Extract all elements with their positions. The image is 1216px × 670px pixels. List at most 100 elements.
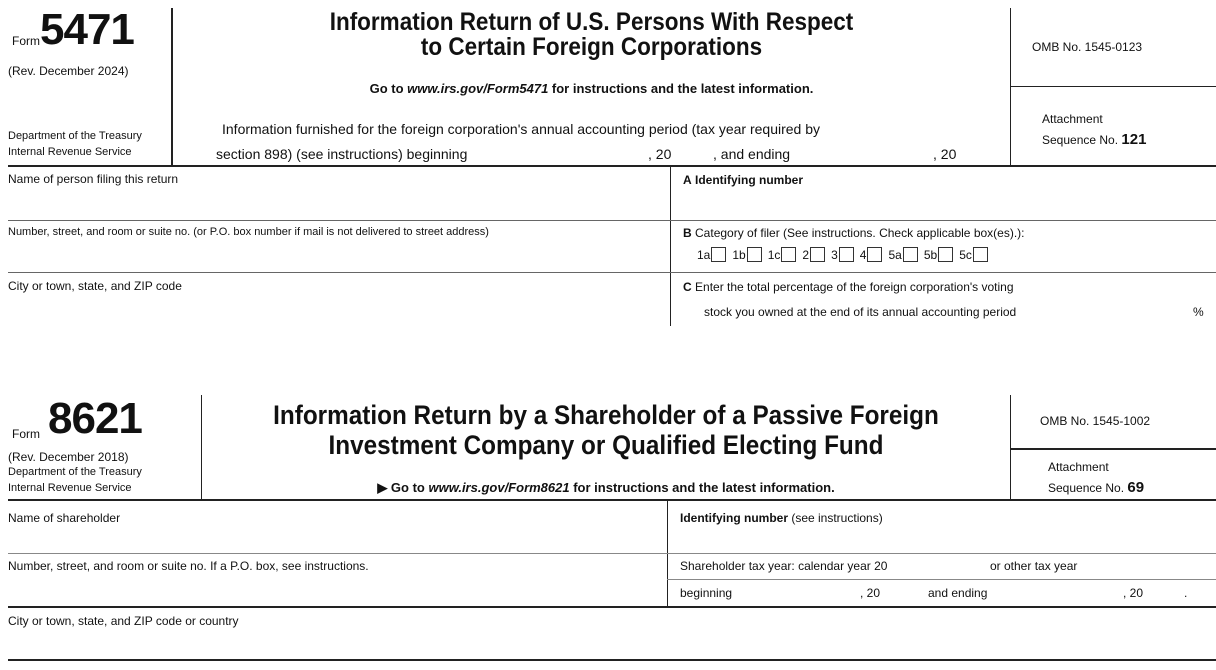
identifying-number-label: A Identifying number	[683, 173, 803, 187]
category-checkbox[interactable]	[902, 247, 918, 263]
category-4: 4	[860, 246, 889, 263]
divider	[8, 659, 1216, 661]
category-checkbox[interactable]	[810, 247, 826, 263]
address-input[interactable]	[8, 240, 663, 270]
category-label: 3	[831, 247, 838, 262]
identifying-number-text: Identifying number	[680, 511, 788, 525]
divider	[171, 8, 173, 166]
period-text-line1: Information furnished for the foreign co…	[222, 121, 821, 137]
percent-sign: %	[1193, 305, 1204, 319]
category-label: 5b	[923, 247, 938, 262]
attachment-label: Attachment	[1042, 112, 1103, 126]
sequence-value: 121	[1121, 131, 1147, 148]
category-5b: 5b	[924, 246, 959, 263]
category-text: Category of filer (See instructions. Che…	[695, 226, 1025, 240]
divider	[1010, 86, 1216, 87]
address-field-label: Number, street, and room or suite no. If…	[8, 559, 369, 573]
divider	[1010, 8, 1011, 166]
period-begin-year[interactable]: , 20	[648, 146, 672, 162]
category-label: 2	[802, 247, 810, 262]
category-checkboxes: 1a 1b 1c 2 3 4 5a 5b 5c	[697, 246, 994, 264]
irs-url-link[interactable]: www.irs.gov/Form5471	[407, 81, 549, 96]
arrow-right-icon: ▶	[377, 480, 388, 495]
category-checkbox[interactable]	[867, 247, 883, 263]
form-label: Form	[12, 34, 40, 48]
category-5c: 5c	[959, 246, 994, 263]
category-label: B Category of filer (See instructions. C…	[683, 226, 1025, 240]
ownership-text-2: stock you owned at the end of its annual…	[704, 305, 1017, 319]
divider	[8, 272, 1216, 273]
shareholder-name-input[interactable]	[8, 526, 658, 552]
divider	[8, 606, 1216, 608]
name-input[interactable]	[8, 188, 663, 218]
beginning-label: beginning	[680, 586, 733, 600]
line-letter: C	[683, 280, 692, 294]
goto-prefix: Go to	[369, 81, 408, 96]
shareholder-name-label: Name of shareholder	[8, 511, 121, 525]
calendar-year-input[interactable]	[912, 558, 934, 575]
sequence-label: Sequence No.	[1048, 481, 1125, 495]
category-checkbox[interactable]	[746, 247, 762, 263]
category-1a: 1a	[697, 246, 732, 263]
city-input[interactable]	[8, 294, 663, 324]
sequence-label: Sequence No.	[1042, 133, 1119, 147]
category-2: 2	[802, 246, 831, 263]
goto-suffix: for instructions and the latest informat…	[569, 480, 835, 495]
category-1c: 1c	[768, 246, 803, 263]
divider	[8, 553, 1216, 554]
revision: (Rev. December 2024)	[8, 64, 129, 78]
ownership-percent-input[interactable]	[1060, 303, 1188, 321]
period-ending-label: , and ending	[713, 146, 791, 162]
ownership-label: C Enter the total percentage of the fore…	[683, 280, 1014, 294]
category-label: 5c	[959, 247, 972, 262]
agency: Internal Revenue Service	[8, 482, 132, 494]
irs-url-link[interactable]: www.irs.gov/Form8621	[428, 480, 570, 495]
identifying-number-input[interactable]	[676, 526, 1206, 552]
department: Department of the Treasury	[8, 130, 142, 142]
category-checkbox[interactable]	[781, 247, 797, 263]
ownership-text-1: Enter the total percentage of the foreig…	[695, 280, 1014, 294]
identifying-number-input[interactable]	[676, 188, 1206, 218]
divider	[667, 579, 1216, 580]
city-field-label: City or town, state, and ZIP code	[8, 279, 182, 293]
ending-year-label: , 20	[1123, 586, 1144, 600]
department: Department of the Treasury	[8, 466, 142, 478]
form-title-line2: to Certain Foreign Corporations	[420, 33, 763, 61]
divider	[201, 395, 202, 500]
goto-suffix: for instructions and the latest informat…	[548, 81, 814, 96]
instructions-link-line: ▶ Go to www.irs.gov/Form8621 for instruc…	[202, 480, 1010, 496]
other-tax-year-label: or other tax year	[990, 559, 1078, 573]
form-title-line1: Information Return of U.S. Persons With …	[329, 8, 854, 36]
category-checkbox[interactable]	[838, 247, 854, 263]
form-label: Form	[12, 427, 40, 441]
city-input[interactable]	[8, 630, 1208, 657]
form-number: 8621	[48, 394, 143, 443]
category-label: 1a	[697, 247, 711, 262]
category-checkbox[interactable]	[938, 247, 954, 263]
address-input[interactable]	[8, 575, 658, 603]
form-number: 5471	[40, 5, 135, 54]
beginning-date-input[interactable]	[745, 584, 855, 602]
form-title-line1: Information Return by a Shareholder of a…	[273, 400, 939, 430]
category-3: 3	[831, 246, 860, 263]
tax-year-label: Shareholder tax year: calendar year 20	[680, 559, 888, 573]
category-5a: 5a	[888, 246, 923, 263]
period-text-line2: section 898) (see instructions) beginnin…	[216, 146, 468, 162]
ending-date-input[interactable]	[1010, 584, 1120, 602]
category-label: 5a	[888, 247, 902, 262]
line-letter: A	[683, 173, 692, 187]
sequence-value: 69	[1127, 479, 1145, 496]
beginning-year-label: , 20	[860, 586, 881, 600]
name-field-label: Name of person filing this return	[8, 172, 179, 186]
instructions-link-line: Go to www.irs.gov/Form5471 for instructi…	[173, 81, 1010, 96]
period-end-year[interactable]: , 20	[933, 146, 957, 162]
category-checkbox[interactable]	[972, 247, 988, 263]
goto-prefix: Go to	[387, 480, 429, 495]
category-label: 1c	[767, 247, 781, 262]
divider	[1010, 395, 1011, 500]
divider	[8, 165, 1216, 167]
divider	[1010, 448, 1216, 450]
category-1b: 1b	[732, 246, 767, 263]
category-checkbox[interactable]	[711, 247, 727, 263]
identifying-number-text: Identifying number	[695, 173, 804, 187]
